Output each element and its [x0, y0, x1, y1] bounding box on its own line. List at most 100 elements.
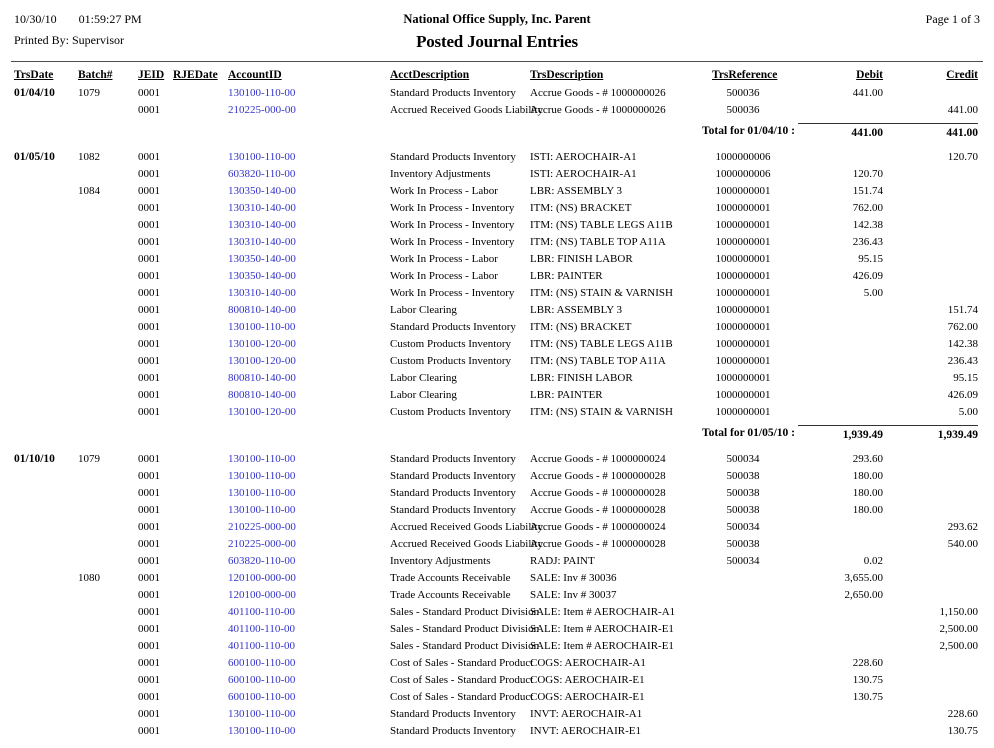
- account-id-link[interactable]: 600100-110-00: [228, 657, 296, 669]
- cell-trs-description: ISTI: AEROCHAIR-A1: [530, 168, 637, 180]
- cell-jeid: 0001: [138, 321, 160, 333]
- account-id-link[interactable]: 210225-000-00: [228, 538, 296, 550]
- cell-debit: [798, 370, 883, 387]
- table-row: 1084 0001 130350-140-00 Work In Process - L…: [14, 183, 994, 200]
- cell-trs-reference: [712, 672, 798, 689]
- account-id-link[interactable]: 130310-140-00: [228, 219, 296, 231]
- account-id-link[interactable]: 130100-110-00: [228, 487, 296, 499]
- cell-trs-description: INVT: AEROCHAIR-A1: [530, 708, 643, 720]
- account-id-link[interactable]: 130100-110-00: [228, 470, 296, 482]
- cell-trsdate: [14, 268, 78, 285]
- entry-group: 01/04/10 1079 0001 130100-110-00 Standard Pr…: [0, 85, 994, 141]
- cell-trs-reference: 500036: [726, 87, 760, 99]
- cell-trs-reference: 1000000001: [715, 270, 771, 282]
- table-row: 0001 130310-140-00 Work In Process - Inven…: [14, 285, 994, 302]
- account-id-link[interactable]: 130350-140-00: [228, 253, 296, 265]
- cell-debit: [798, 387, 883, 404]
- account-id-link[interactable]: 210225-000-00: [228, 104, 296, 116]
- account-id-link[interactable]: 603820-110-00: [228, 555, 296, 567]
- cell-batch: [78, 268, 138, 285]
- cell-debit: [798, 536, 883, 553]
- cell-trs-description: Accrue Goods - # 1000000024: [530, 453, 666, 465]
- cell-debit: [798, 302, 883, 319]
- cell-trs-reference: 1000000001: [715, 372, 771, 384]
- cell-acct-description: Accrued Received Goods Liability: [390, 104, 544, 116]
- account-id-link[interactable]: 600100-110-00: [228, 674, 296, 686]
- cell-credit: 2,500.00: [939, 623, 979, 635]
- cell-batch: 1079: [78, 453, 100, 465]
- cell-credit: [883, 268, 978, 285]
- cell-acct-description: Standard Products Inventory: [390, 504, 516, 516]
- cell-trs-reference: [712, 706, 798, 723]
- table-row: 0001 130100-110-00 Standard Products Inven…: [14, 468, 994, 485]
- cell-debit: [798, 149, 883, 166]
- cell-acct-description: Work In Process - Inventory: [390, 287, 515, 299]
- cell-trs-description: LBR: PAINTER: [530, 389, 603, 401]
- account-id-link[interactable]: 130100-110-00: [228, 87, 296, 99]
- group-total-row: Total for 01/05/10 :1,939.49 1,939.49: [14, 425, 994, 443]
- table-row: 0001 130100-110-00 Standard Products Inven…: [14, 319, 994, 336]
- cell-trsdate: [14, 638, 78, 655]
- account-id-link[interactable]: 130100-110-00: [228, 708, 296, 720]
- group-total-row: Total for 01/04/10 :441.00 441.00: [14, 123, 994, 141]
- cell-acct-description: Inventory Adjustments: [390, 555, 491, 567]
- cell-batch: [78, 166, 138, 183]
- cell-jeid: 0001: [138, 572, 160, 584]
- account-id-link[interactable]: 600100-110-00: [228, 691, 296, 703]
- cell-debit: [798, 604, 883, 621]
- account-id-link[interactable]: 130100-120-00: [228, 338, 296, 350]
- account-id-link[interactable]: 603820-110-00: [228, 168, 296, 180]
- cell-trsdate: [14, 570, 78, 587]
- cell-jeid: 0001: [138, 470, 160, 482]
- cell-trsdate: 01/05/10: [14, 151, 55, 163]
- cell-acct-description: Inventory Adjustments: [390, 168, 491, 180]
- cell-batch: [78, 336, 138, 353]
- account-id-link[interactable]: 130100-110-00: [228, 321, 296, 333]
- cell-jeid: 0001: [138, 270, 160, 282]
- account-id-link[interactable]: 120100-000-00: [228, 572, 296, 584]
- account-id-link[interactable]: 800810-140-00: [228, 304, 296, 316]
- account-id-link[interactable]: 130100-110-00: [228, 453, 296, 465]
- account-id-link[interactable]: 800810-140-00: [228, 372, 296, 384]
- cell-debit: 293.60: [852, 453, 883, 465]
- account-id-link[interactable]: 130100-110-00: [228, 151, 296, 163]
- cell-trs-description: ITM: (NS) STAIN & VARNISH: [530, 406, 673, 418]
- cell-credit: [883, 485, 978, 502]
- account-id-link[interactable]: 800810-140-00: [228, 389, 296, 401]
- account-id-link[interactable]: 130310-140-00: [228, 202, 296, 214]
- cell-credit: [883, 468, 978, 485]
- cell-debit: 130.75: [852, 691, 883, 703]
- cell-batch: [78, 706, 138, 723]
- cell-rjedate: [173, 268, 228, 285]
- account-id-link[interactable]: 120100-000-00: [228, 589, 296, 601]
- account-id-link[interactable]: 130350-140-00: [228, 185, 296, 197]
- cell-rjedate: [173, 336, 228, 353]
- cell-batch: [78, 468, 138, 485]
- account-id-link[interactable]: 130100-120-00: [228, 406, 296, 418]
- cell-batch: 1080: [78, 572, 100, 584]
- account-id-link[interactable]: 401100-110-00: [228, 606, 296, 618]
- account-id-link[interactable]: 130350-140-00: [228, 270, 296, 282]
- cell-debit: 5.00: [863, 287, 883, 299]
- account-id-link[interactable]: 130310-140-00: [228, 287, 296, 299]
- table-row: 0001 130100-110-00 Standard Products Inven…: [14, 485, 994, 502]
- account-id-link[interactable]: 401100-110-00: [228, 640, 296, 652]
- table-row: 0001 401100-110-00 Sales - Standard Produc…: [14, 621, 994, 638]
- cell-jeid: 0001: [138, 168, 160, 180]
- account-id-link[interactable]: 130100-110-00: [228, 504, 296, 516]
- account-id-link[interactable]: 130100-120-00: [228, 355, 296, 367]
- col-header-trsdescription: TrsDescription: [530, 69, 604, 81]
- print-info: 10/30/10 01:59:27 PM Printed By: Supervis…: [14, 12, 142, 48]
- cell-trs-description: Accrue Goods - # 1000000028: [530, 504, 666, 516]
- cell-rjedate: [173, 706, 228, 723]
- account-id-link[interactable]: 130310-140-00: [228, 236, 296, 248]
- account-id-link[interactable]: 401100-110-00: [228, 623, 296, 635]
- account-id-link[interactable]: 130100-110-00: [228, 725, 296, 737]
- account-id-link[interactable]: 210225-000-00: [228, 521, 296, 533]
- table-row: 0001 130100-120-00 Custom Products Invento…: [14, 336, 994, 353]
- cell-credit: [883, 689, 978, 706]
- cell-trs-reference: 500034: [726, 521, 760, 533]
- cell-rjedate: [173, 485, 228, 502]
- cell-credit: [883, 587, 978, 604]
- cell-jeid: 0001: [138, 253, 160, 265]
